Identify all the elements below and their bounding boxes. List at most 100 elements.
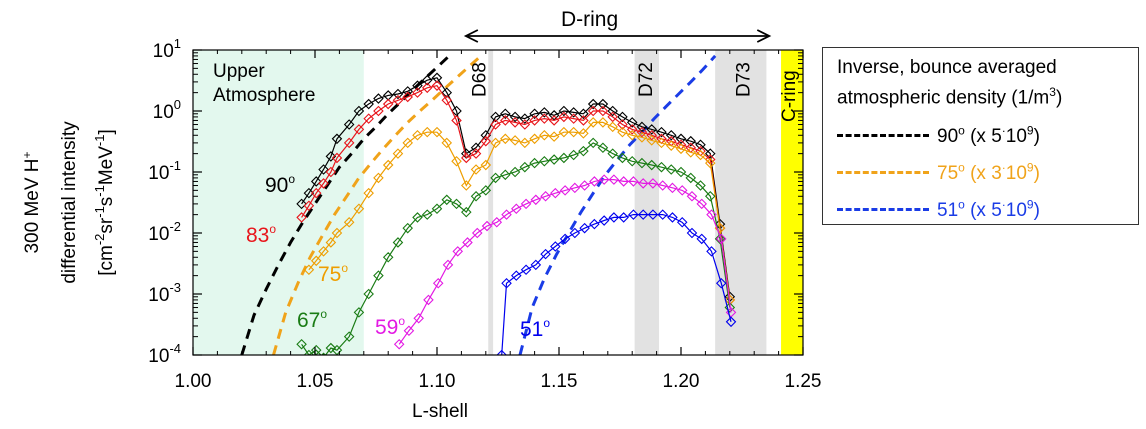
data-point [431,126,443,138]
x-tick-label: 1.20 [663,371,700,392]
data-point [548,115,560,126]
density-curve-0 [240,54,451,355]
data-point [402,86,413,97]
data-point [331,152,343,164]
data-point [470,190,482,202]
data-point [558,152,570,164]
data-point [382,98,394,110]
data-point [403,325,415,337]
legend-swatch-90 [837,133,929,137]
data-point [540,248,551,260]
series-label-59: 59o [375,314,405,339]
data-point [568,113,579,124]
data-point [402,137,413,149]
data-point [412,80,423,91]
data-point [636,132,648,143]
data-point [598,215,610,226]
data-point [656,137,667,149]
data-point [656,126,667,138]
data-point [647,209,659,220]
data-point [353,105,365,117]
series-line-3 [301,142,731,355]
data-point [303,187,315,199]
data-point [647,178,659,189]
data-point [471,227,483,239]
d-ring-label: D-ring [561,8,618,31]
plot-border [192,49,804,356]
data-point [607,148,618,159]
d-ring-arrow-left-head [463,29,479,43]
data-point [412,87,423,98]
data-point [529,115,540,126]
data-point [705,190,716,202]
series-label-75: 75o [318,261,348,286]
data-point [496,349,507,355]
data-point [452,246,464,257]
data-point [402,91,413,103]
axis-labels: L-shell 300 MeV H+ differential intensity [… [20,121,468,422]
region-2 [634,50,660,355]
data-point [509,111,521,123]
data-point [548,154,560,165]
data-point [509,166,521,178]
data-point [715,233,727,245]
data-point [343,119,355,130]
series-label-67: 67o [297,307,327,332]
data-point [617,119,628,130]
series-label-51: 51o [520,316,550,341]
data-point [392,237,404,248]
data-point [310,176,322,187]
x-axis-label: L-shell [412,401,468,422]
data-point [646,135,657,146]
data-point [481,220,493,232]
series-label-83: 83o [246,222,276,247]
data-point [511,203,522,215]
legend-row-75: 75o (x 3·109) [837,155,1040,184]
data-point [725,316,737,328]
data-point [667,212,678,223]
region-label: Atmosphere [213,85,315,106]
data-point [461,152,472,164]
series-line-5 [501,214,732,355]
data-point [353,307,365,318]
data-point [519,119,531,130]
data-point [462,237,473,248]
data-point [569,227,581,239]
data-point [530,194,542,206]
y-tick-label: 10-2 [148,219,181,245]
data-point [598,174,610,185]
data-point [520,198,532,210]
density-curves [240,54,717,355]
data-point [665,164,677,175]
data-point [608,174,620,185]
data-point [539,107,550,118]
data-point [480,185,492,196]
data-point [519,137,531,149]
region-label-d68: D68 [470,62,491,97]
data-point [578,128,589,139]
region-4 [781,50,803,355]
data-point [637,209,649,220]
data-point [686,227,698,239]
data-point [318,246,329,257]
data-point [578,115,589,126]
data-point [578,108,589,120]
shaded-regions [193,50,803,355]
data-point [451,198,462,210]
data-point [353,124,365,135]
data-point [626,129,638,141]
data-point [325,151,337,162]
y-tick-label: 10-4 [148,341,181,367]
legend-row-90: 90o (x 5·109) [837,118,1040,147]
data-point [470,164,482,175]
data-point [608,212,620,223]
data-point [667,182,678,194]
data-point [511,270,522,281]
data-point [587,137,599,149]
region-label-c-ring: C-ring [779,70,800,122]
data-point [530,259,542,271]
data-point [618,212,629,223]
data-point [597,142,609,154]
data-point [695,180,706,191]
